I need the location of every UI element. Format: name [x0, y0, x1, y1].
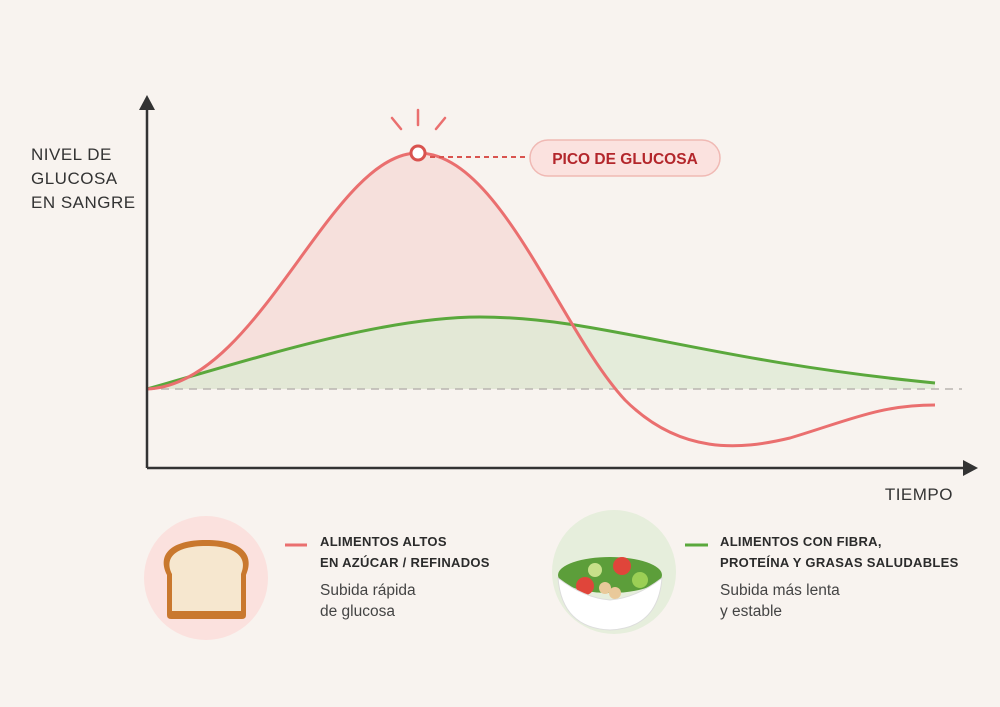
- y-axis-label: EN SANGRE: [31, 193, 136, 212]
- legend-title: ALIMENTOS CON FIBRA,: [720, 534, 882, 549]
- y-axis-label: GLUCOSA: [31, 169, 118, 188]
- bowl-icon: [557, 557, 663, 631]
- green-curve: [146, 315, 936, 391]
- x-axis-label: TIEMPO: [885, 485, 953, 504]
- red-curve: [146, 151, 936, 448]
- legend-title: PROTEÍNA Y GRASAS SALUDABLES: [720, 555, 959, 570]
- legend-description: Subida más lenta: [720, 582, 840, 599]
- peak-marker: [409, 144, 427, 162]
- peak-rays: [390, 108, 447, 131]
- legend-title: ALIMENTOS ALTOS: [320, 534, 447, 549]
- legend-description: de glucosa: [320, 603, 395, 620]
- annotation: PICO DE GLUCOSA: [552, 151, 698, 168]
- legend-description: Subida rápida: [320, 582, 416, 599]
- legend-title: EN AZÚCAR / REFINADOS: [320, 555, 490, 570]
- x-arrow: [963, 460, 978, 476]
- legend-description: y estable: [720, 603, 782, 620]
- y-axis-label: NIVEL DE: [31, 145, 112, 164]
- green-area: [147, 317, 935, 389]
- y-arrow: [139, 95, 155, 110]
- bread-icon: [163, 540, 249, 619]
- annotation-pill: [529, 139, 721, 177]
